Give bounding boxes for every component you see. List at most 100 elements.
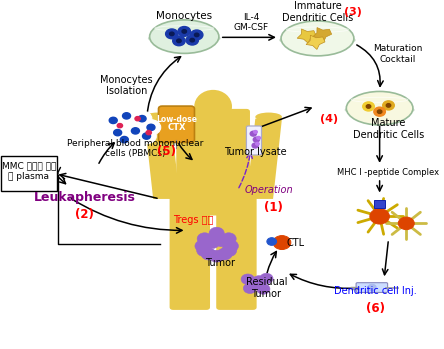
Bar — [374, 200, 385, 208]
Circle shape — [201, 248, 216, 260]
Ellipse shape — [172, 186, 254, 215]
Ellipse shape — [148, 32, 221, 45]
Circle shape — [132, 111, 152, 126]
Circle shape — [370, 209, 389, 224]
Circle shape — [186, 35, 198, 45]
Circle shape — [147, 124, 155, 131]
Circle shape — [254, 131, 257, 133]
Text: Tumor: Tumor — [205, 259, 235, 268]
Ellipse shape — [150, 20, 219, 53]
Circle shape — [209, 250, 224, 262]
Text: Dendritic cell Inj.: Dendritic cell Inj. — [334, 287, 416, 296]
Circle shape — [114, 129, 122, 136]
Circle shape — [363, 102, 374, 111]
Text: Low-dose: Low-dose — [156, 115, 197, 124]
Text: Peripheral blood mononuclear
cells (PBMCs): Peripheral blood mononuclear cells (PBMC… — [67, 139, 204, 158]
Circle shape — [166, 29, 178, 39]
Polygon shape — [144, 119, 180, 199]
Polygon shape — [306, 35, 325, 50]
FancyBboxPatch shape — [216, 196, 257, 310]
Circle shape — [252, 143, 258, 148]
Text: Maturation
Cocktail: Maturation Cocktail — [373, 44, 422, 64]
Circle shape — [173, 36, 185, 46]
Circle shape — [221, 233, 236, 245]
Circle shape — [194, 33, 199, 37]
Circle shape — [178, 27, 190, 36]
Circle shape — [190, 38, 194, 42]
Circle shape — [146, 131, 151, 135]
Circle shape — [250, 131, 256, 136]
Circle shape — [257, 284, 270, 294]
Circle shape — [120, 136, 128, 143]
Circle shape — [117, 124, 123, 128]
Text: (3): (3) — [344, 7, 362, 17]
Circle shape — [197, 233, 212, 245]
Circle shape — [135, 117, 140, 121]
Circle shape — [138, 116, 146, 122]
Circle shape — [398, 217, 414, 230]
Circle shape — [123, 113, 131, 119]
Ellipse shape — [281, 21, 354, 56]
Circle shape — [250, 277, 263, 288]
Text: CTL: CTL — [286, 238, 305, 247]
Circle shape — [126, 123, 145, 139]
Text: Residual
Tumor: Residual Tumor — [246, 277, 287, 299]
Text: CTX: CTX — [167, 122, 186, 132]
Circle shape — [115, 132, 134, 147]
Text: Operation: Operation — [244, 185, 293, 195]
FancyBboxPatch shape — [246, 126, 262, 155]
Circle shape — [190, 30, 203, 40]
Polygon shape — [246, 119, 282, 199]
Circle shape — [137, 128, 156, 144]
Ellipse shape — [345, 103, 415, 117]
FancyBboxPatch shape — [170, 196, 210, 310]
Circle shape — [214, 235, 230, 247]
Polygon shape — [297, 29, 316, 43]
Circle shape — [383, 101, 394, 110]
Circle shape — [374, 107, 385, 116]
Ellipse shape — [194, 90, 232, 123]
Text: Mature
Dendritic Cells: Mature Dendritic Cells — [353, 118, 424, 140]
Circle shape — [243, 283, 257, 294]
Text: Leukapheresis: Leukapheresis — [33, 191, 135, 204]
Text: (1): (1) — [264, 201, 282, 214]
Circle shape — [103, 113, 123, 128]
Circle shape — [195, 240, 210, 252]
Text: (4): (4) — [320, 114, 338, 124]
Text: IL-4
GM-CSF: IL-4 GM-CSF — [233, 13, 269, 32]
Text: Monocytes: Monocytes — [156, 11, 212, 21]
Ellipse shape — [346, 91, 413, 125]
Text: Monocytes
Isolation: Monocytes Isolation — [100, 75, 153, 96]
Circle shape — [377, 110, 382, 113]
Circle shape — [143, 133, 151, 139]
Text: Tregs 제거: Tregs 제거 — [173, 215, 213, 225]
Circle shape — [257, 136, 260, 139]
Circle shape — [108, 125, 127, 140]
Circle shape — [366, 105, 371, 108]
Ellipse shape — [279, 33, 356, 47]
Circle shape — [109, 117, 117, 124]
FancyBboxPatch shape — [356, 283, 388, 292]
Text: (6): (6) — [366, 302, 385, 315]
Ellipse shape — [255, 112, 282, 121]
Text: MHC I -peptide Complex: MHC I -peptide Complex — [337, 168, 440, 177]
Circle shape — [182, 30, 186, 33]
Circle shape — [241, 274, 254, 284]
Circle shape — [217, 248, 232, 260]
Circle shape — [252, 276, 266, 286]
FancyBboxPatch shape — [159, 106, 194, 142]
Circle shape — [117, 108, 136, 124]
Circle shape — [197, 245, 212, 257]
FancyBboxPatch shape — [176, 109, 250, 202]
Circle shape — [131, 128, 139, 134]
Circle shape — [273, 236, 291, 250]
Circle shape — [260, 273, 273, 284]
Text: Immature
Dendritic Cells: Immature Dendritic Cells — [282, 1, 353, 23]
Polygon shape — [313, 28, 332, 42]
Circle shape — [205, 237, 220, 248]
Text: Tumor lysate: Tumor lysate — [224, 147, 287, 157]
Circle shape — [170, 32, 174, 36]
Ellipse shape — [144, 112, 171, 121]
Text: (5): (5) — [157, 145, 176, 158]
Circle shape — [386, 104, 391, 107]
